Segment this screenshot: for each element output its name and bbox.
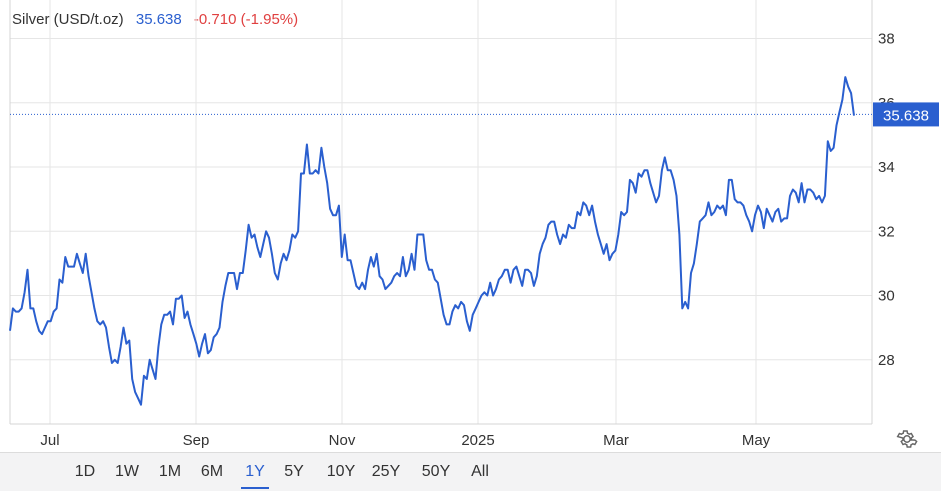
range-button-1w[interactable]: 1W [115, 463, 139, 480]
gear-icon[interactable] [896, 428, 918, 450]
price-series-line [9, 76, 855, 406]
range-button-10y[interactable]: 10Y [326, 463, 356, 480]
time-range-bar: 1D 1W 1M 6M 1Y 5Y 10Y 25Y 50Y All [0, 452, 941, 491]
y-tick-label: 28 [878, 352, 895, 369]
current-price: 35.638 [135, 11, 182, 28]
x-tick-label: May [742, 432, 771, 449]
x-tick-label: Mar [603, 432, 629, 449]
price-change: -0.710 (-1.95%) [193, 11, 299, 28]
y-tick-label: 34 [878, 159, 895, 176]
y-tick-label: 38 [878, 31, 895, 48]
x-tick-label: Nov [329, 432, 356, 449]
chart-header: Silver (USD/t.oz) 35.638 -0.710 (-1.95%) [12, 11, 306, 28]
x-tick-label: 2025 [461, 432, 494, 449]
range-button-all[interactable]: All [471, 463, 489, 480]
range-button-6m[interactable]: 6M [200, 463, 224, 480]
range-button-1y[interactable]: 1Y [241, 453, 269, 489]
price-chart[interactable]: 283032343638JulSepNov2025MarMay35.638 [0, 0, 941, 452]
x-tick-label: Sep [183, 432, 210, 449]
range-button-50y[interactable]: 50Y [421, 463, 451, 480]
range-button-1d[interactable]: 1D [74, 463, 96, 480]
range-button-25y[interactable]: 25Y [371, 463, 401, 480]
range-button-5y[interactable]: 5Y [284, 463, 304, 480]
price-badge-label: 35.638 [883, 107, 929, 124]
x-tick-label: Jul [40, 432, 59, 449]
instrument-name: Silver (USD/t.oz) [12, 11, 124, 28]
y-tick-label: 32 [878, 223, 895, 240]
range-button-1m[interactable]: 1M [158, 463, 182, 480]
y-tick-label: 30 [878, 288, 895, 305]
price-badge [873, 102, 939, 127]
